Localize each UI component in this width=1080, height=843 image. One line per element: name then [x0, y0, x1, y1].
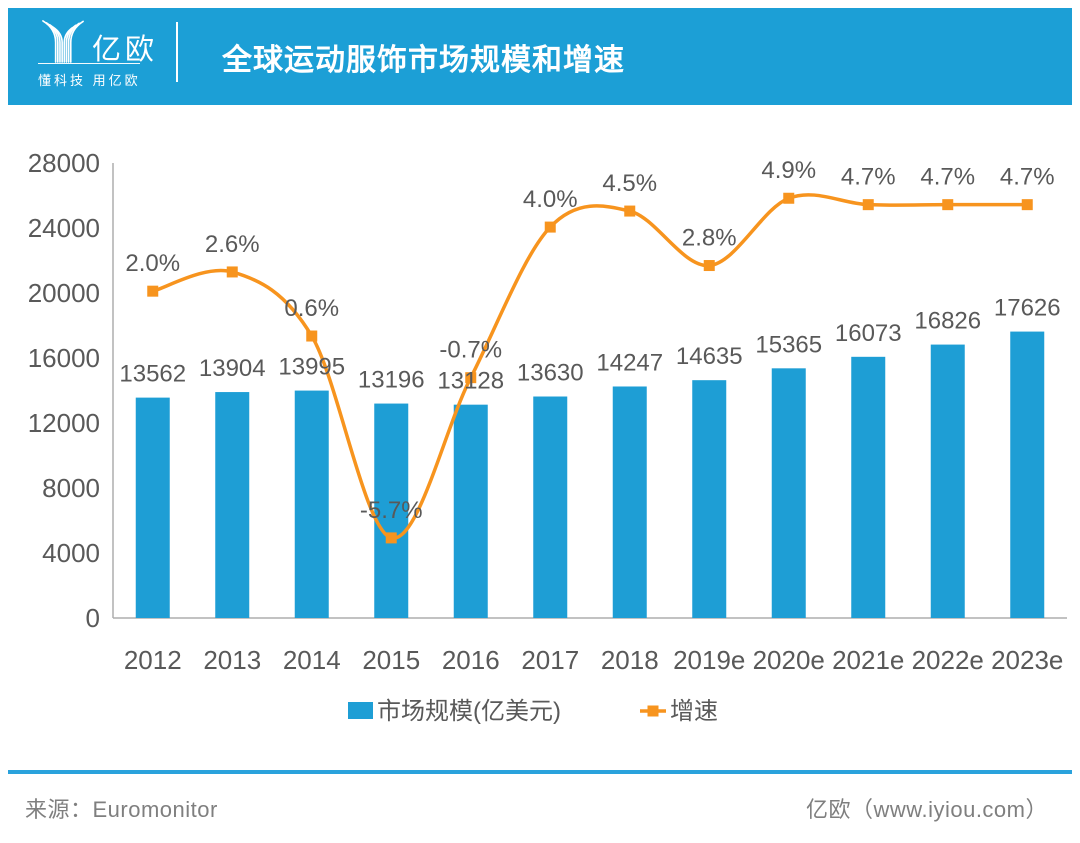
bar-2019e [692, 380, 727, 618]
page-title: 全球运动服饰市场规模和增速 [222, 43, 625, 77]
footer-source: 来源：Euromonitor [25, 797, 218, 822]
y-axis-tick-label: 20000 [28, 278, 100, 308]
line-marker-2017 [544, 221, 556, 233]
legend-growth-label: 增速 [670, 698, 718, 725]
bar-2021e [851, 356, 886, 618]
bar-2015 [374, 403, 409, 618]
growth-value-label: 4.9% [761, 157, 816, 184]
line-marker-2016 [465, 372, 477, 384]
bar-value-label: 13995 [278, 354, 345, 381]
x-axis-tick-label: 2012 [124, 645, 182, 675]
bar-value-label: 13630 [517, 360, 584, 387]
bar-value-label: 14635 [676, 343, 743, 370]
bar-value-label: 13128 [437, 368, 504, 395]
x-axis-tick-label: 2017 [521, 645, 579, 675]
y-axis-tick-label: 0 [86, 603, 100, 633]
growth-value-label: -5.7% [360, 497, 423, 524]
line-marker-2015 [385, 532, 397, 544]
x-axis-tick-label: 2023e [991, 645, 1063, 675]
y-axis-tick-label: 28000 [28, 148, 100, 178]
x-axis-tick-label: 2020e [753, 645, 825, 675]
bar-value-label: 17626 [994, 295, 1061, 322]
x-axis-tick-label: 2015 [362, 645, 420, 675]
growth-value-label: 4.0% [523, 186, 578, 213]
legend-line-marker-icon [647, 705, 659, 717]
logo-rule [38, 63, 140, 64]
bar-2013 [215, 392, 250, 618]
footer-rule [8, 770, 1072, 774]
market-size-growth-chart: 0 4000 8000 12000 16000 20000 24000 28000 13562 1… [28, 148, 1067, 725]
y-axis-tick-label: 16000 [28, 343, 100, 373]
growth-value-label: 4.7% [841, 164, 896, 191]
footer-brand: 亿欧（www.iyiou.com） [806, 797, 1048, 822]
growth-value-label: 2.8% [682, 225, 737, 252]
bar-value-label: 13196 [358, 367, 425, 394]
bar-value-label: 15365 [755, 331, 822, 358]
bar-2017 [533, 396, 568, 618]
bar-value-label: 16826 [914, 308, 981, 335]
y-axis-tick-label: 24000 [28, 213, 100, 243]
bar-value-label: 16073 [835, 320, 902, 347]
line-marker-2019e [703, 260, 715, 272]
header-divider [176, 22, 178, 82]
bar-2014 [294, 390, 329, 618]
bar-2018 [612, 386, 647, 618]
growth-value-label: 4.7% [1000, 164, 1055, 191]
x-axis-tick-label: 2018 [601, 645, 659, 675]
growth-value-label: -0.7% [439, 337, 502, 364]
bar-2023e [1010, 331, 1045, 618]
x-axis-tick-label: 2022e [912, 645, 984, 675]
x-axis-tick-label: 2019e [673, 645, 745, 675]
y-axis-tick-label: 12000 [28, 408, 100, 438]
logo-tagline: 懂科技 用亿欧 [38, 73, 141, 88]
line-marker-2018 [624, 205, 636, 217]
bar-value-label: 14247 [596, 349, 663, 376]
line-marker-2012 [147, 285, 159, 297]
bar-2012 [135, 397, 170, 618]
growth-value-label: 4.7% [920, 164, 975, 191]
bar-2016 [453, 404, 488, 618]
line-marker-2014 [306, 330, 318, 342]
header-bar: 亿欧 懂科技 用亿欧 全球运动服饰市场规模和增速 [8, 8, 1072, 105]
y-axis-tick-label: 4000 [42, 538, 100, 568]
line-marker-2020e [783, 192, 795, 204]
growth-value-label: 2.6% [205, 231, 260, 258]
logo-name: 亿欧 [92, 34, 159, 66]
x-axis-tick-label: 2014 [283, 645, 341, 675]
bar-2020e [771, 368, 806, 618]
line-marker-2021e [862, 199, 874, 211]
y-axis-tick-label: 8000 [42, 473, 100, 503]
legend-market-label: 市场规模(亿美元) [377, 698, 561, 725]
bar-2022e [930, 344, 965, 618]
x-axis-tick-label: 2021e [832, 645, 904, 675]
line-marker-2022e [942, 199, 954, 211]
line-marker-2013 [226, 266, 238, 278]
line-marker-2023e [1021, 199, 1033, 211]
legend-bar-swatch-icon [348, 702, 373, 719]
growth-value-label: 2.0% [125, 250, 180, 277]
growth-value-label: 0.6% [284, 295, 339, 322]
bar-value-label: 13904 [199, 355, 266, 382]
growth-value-label: 4.5% [602, 170, 657, 197]
x-axis-tick-label: 2016 [442, 645, 500, 675]
iyiou-logo: 亿欧 懂科技 用亿欧 [30, 8, 180, 105]
iyiou-y-logo-icon [42, 20, 84, 63]
x-axis-tick-label: 2013 [203, 645, 261, 675]
bar-value-label: 13562 [119, 361, 186, 388]
